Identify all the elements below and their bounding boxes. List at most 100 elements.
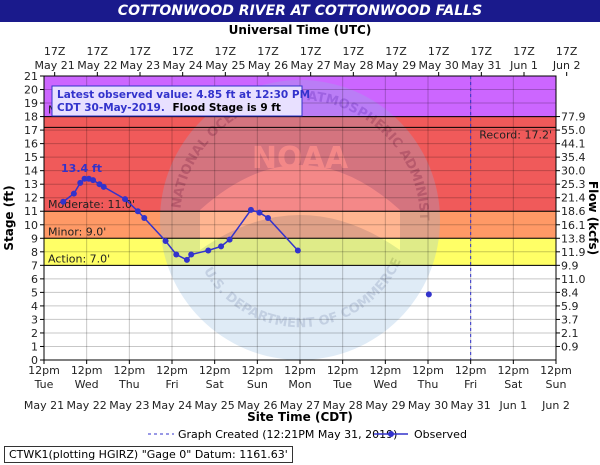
right-tick-label: 30.0 (561, 165, 586, 178)
right-tick-label: 9.9 (561, 259, 579, 272)
left-tick-label: 8 (31, 246, 38, 259)
left-tick-label: 2 (31, 327, 38, 340)
bottom-tick-date: May 31 (451, 399, 491, 412)
observed-point (218, 243, 225, 250)
bottom-tick-time: 12pm (369, 364, 401, 377)
legend-graph-created-label: Graph Created (12:21PM May 31, 2019) (178, 428, 397, 441)
legend: Graph Created (12:21PM May 31, 2019) Obs… (148, 428, 467, 441)
observed-point (60, 198, 67, 205)
bottom-tick-weekday: Thu (417, 378, 439, 391)
bottom-axis-title: Site Time (CDT) (247, 410, 353, 424)
top-tick-date: May 23 (120, 59, 160, 72)
left-tick-label: 9 (31, 232, 38, 245)
level-label-minor: Minor: 9.0' (48, 225, 106, 238)
top-tick-date: May 25 (205, 59, 245, 72)
observed-series: 13.4 ft (60, 162, 432, 298)
right-tick-label: 44.1 (561, 138, 586, 151)
level-label-action: Action: 7.0' (48, 252, 110, 265)
bottom-tick-weekday: Mon (288, 378, 311, 391)
observed-point (173, 251, 180, 258)
observed-point (96, 181, 103, 188)
top-tick-date: May 27 (291, 59, 331, 72)
info-line-2a: CDT 30-May-2019. (57, 102, 165, 114)
bottom-tick-time: 12pm (199, 364, 231, 377)
legend-observed-label: Observed (414, 428, 467, 441)
right-tick-label: 2.1 (561, 327, 579, 340)
bottom-tick-date: May 21 (24, 399, 64, 412)
top-tick-time: 17Z (172, 45, 194, 58)
right-tick-label: 8.4 (561, 286, 579, 299)
left-tick-label: 18 (24, 111, 38, 124)
left-tick-label: 6 (31, 273, 38, 286)
observed-point (90, 177, 97, 184)
right-tick-label: 11.9 (561, 246, 586, 259)
record-label: Record: 17.2' (479, 128, 552, 141)
noaa-seal-disc (160, 80, 440, 360)
right-tick-label: 55.0 (561, 124, 586, 137)
bottom-tick-date: May 25 (195, 399, 235, 412)
bottom-tick-weekday: Tue (332, 378, 352, 391)
observed-point (183, 256, 190, 263)
bottom-tick-weekday: Wed (373, 378, 397, 391)
bottom-tick-date: May 28 (323, 399, 363, 412)
top-tick-time: 17Z (343, 45, 365, 58)
peak-label: 13.4 ft (61, 162, 102, 175)
bottom-tick-date: Jun 2 (541, 399, 570, 412)
observed-point (226, 236, 233, 243)
bottom-tick-weekday: Sun (546, 378, 567, 391)
plot-frame (43, 75, 557, 361)
left-tick-label: 19 (24, 97, 38, 110)
left-axis-title: Stage (ft) (2, 185, 16, 250)
right-tick-label: 77.9 (561, 111, 586, 124)
bottom-tick-weekday: Sat (504, 378, 523, 391)
top-tick-time: 17Z (44, 45, 66, 58)
bottom-tick-time: 12pm (540, 364, 572, 377)
top-tick-date: May 29 (376, 59, 416, 72)
left-tick-label: 13 (24, 178, 38, 191)
right-tick-label: 3.7 (561, 313, 579, 326)
top-tick-time: 17Z (129, 45, 151, 58)
bottom-tick-time: 12pm (284, 364, 316, 377)
top-tick-time: 17Z (300, 45, 322, 58)
noaa-bird-shape (200, 165, 400, 250)
observed-point (122, 196, 129, 203)
left-tick-label: 20 (24, 84, 38, 97)
left-tick-label: 15 (24, 151, 38, 164)
bottom-tick-time: 12pm (113, 364, 145, 377)
observed-point (425, 291, 432, 298)
left-tick-label: 12 (24, 192, 38, 205)
top-tick-time: 17Z (556, 45, 578, 58)
left-tick-label: 5 (31, 286, 38, 299)
chart-title: COTTONWOOD RIVER AT COTTONWOOD FALLS (0, 0, 600, 22)
bottom-tick-weekday: Sun (247, 378, 268, 391)
top-tick-date: May 24 (163, 59, 203, 72)
bottom-tick-time: 12pm (71, 364, 103, 377)
legend-observed-swatch-marker (388, 431, 394, 437)
info-box: Latest observed value: 4.85 ft at 12:30 … (51, 85, 310, 117)
left-tick-label: 4 (31, 300, 38, 313)
bottom-tick-date: May 26 (237, 399, 277, 412)
info-line-1: Latest observed value: 4.85 ft at 12:30 … (57, 89, 310, 101)
bottom-tick-date: May 23 (109, 399, 149, 412)
top-tick-date: May 28 (333, 59, 373, 72)
info-line-2b: Flood Stage is 9 ft (173, 102, 281, 114)
observed-point (70, 190, 77, 197)
bottom-tick-date: May 30 (408, 399, 448, 412)
top-tick-date: Jun 2 (552, 59, 581, 72)
left-tick-label: 1 (31, 340, 38, 353)
observed-point (205, 247, 212, 254)
bottom-tick-time: 12pm (241, 364, 273, 377)
left-tick-label: 17 (24, 124, 38, 137)
bottom-tick-date: May 24 (152, 399, 192, 412)
left-tick-label: 0 (31, 354, 38, 367)
right-tick-label: 16.1 (561, 219, 586, 232)
top-tick-time: 17Z (87, 45, 109, 58)
observed-point (294, 247, 301, 254)
observed-point (256, 209, 263, 216)
left-tick-label: 10 (24, 219, 38, 232)
right-tick-label: 0.9 (561, 340, 579, 353)
right-tick-label: 5.9 (561, 300, 579, 313)
right-axis-ticks: 0.92.13.75.98.411.09.911.913.816.118.621… (556, 111, 586, 353)
